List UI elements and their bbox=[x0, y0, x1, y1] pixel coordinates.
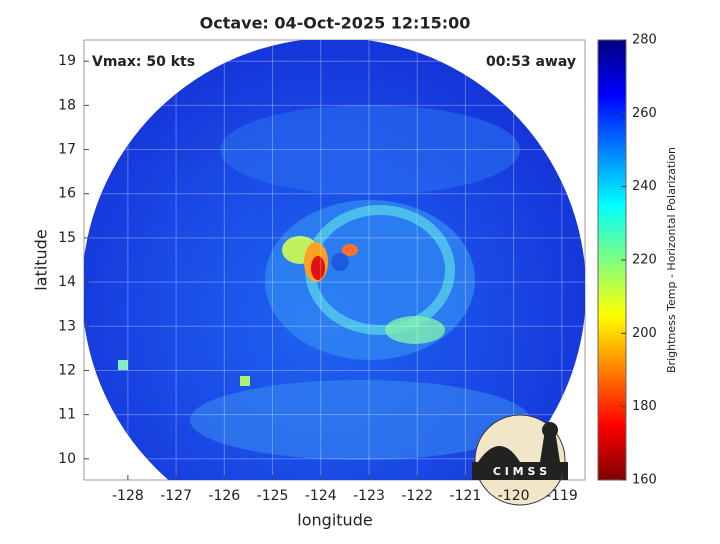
x-tick-label: -119 bbox=[546, 488, 578, 504]
colorbar-label: Brightness Temp - Horizontal Polarizatio… bbox=[665, 147, 678, 373]
band bbox=[118, 360, 128, 370]
eye bbox=[331, 253, 349, 271]
chart-title: Octave: 04-Oct-2025 12:15:00 bbox=[200, 14, 471, 33]
x-tick-label: -124 bbox=[305, 488, 337, 504]
colorbar-tick-label: 160 bbox=[632, 473, 657, 488]
colorbar-tick-label: 200 bbox=[632, 326, 657, 341]
band bbox=[385, 316, 445, 344]
band bbox=[240, 376, 250, 386]
annotation: 00:53 away bbox=[486, 54, 576, 70]
x-tick-label: -128 bbox=[112, 488, 144, 504]
colorbar-tick-label: 280 bbox=[632, 33, 657, 48]
band bbox=[190, 380, 530, 460]
colorbar-tick-label: 260 bbox=[632, 106, 657, 121]
image bbox=[84, 40, 585, 480]
y-tick-label: 19 bbox=[58, 53, 76, 69]
y-axis-label: latitude bbox=[32, 229, 51, 290]
x-tick-label: -126 bbox=[208, 488, 240, 504]
band bbox=[311, 256, 325, 280]
y-tick-label: 17 bbox=[58, 142, 76, 158]
x-axis-label: longitude bbox=[297, 511, 372, 530]
x-tick-label: -123 bbox=[353, 488, 385, 504]
y-tick-label: 18 bbox=[58, 97, 76, 113]
y-tick-label: 10 bbox=[58, 451, 76, 467]
y-tick-label: 16 bbox=[58, 186, 76, 202]
x-tick-label: -121 bbox=[450, 488, 482, 504]
x-tick-label: -127 bbox=[160, 488, 192, 504]
y-tick-label: 15 bbox=[58, 230, 76, 246]
annotation: Vmax: 50 kts bbox=[92, 54, 195, 70]
colorbar-tick-label: 180 bbox=[632, 399, 657, 414]
band bbox=[265, 200, 475, 360]
logo: C I M S S bbox=[472, 414, 568, 506]
colorbar-tick-label: 220 bbox=[632, 253, 657, 268]
grid bbox=[84, 40, 585, 480]
colorbar-tick-label: 240 bbox=[632, 179, 657, 194]
x-tick-label: -120 bbox=[498, 488, 530, 504]
band bbox=[220, 105, 520, 195]
y-tick-label: 12 bbox=[58, 362, 76, 378]
x-tick-label: -122 bbox=[401, 488, 433, 504]
y-tick-label: 14 bbox=[58, 274, 76, 290]
x-tick-label: -125 bbox=[257, 488, 289, 504]
band bbox=[342, 244, 358, 256]
y-tick-label: 11 bbox=[58, 407, 76, 423]
y-tick-label: 13 bbox=[58, 318, 76, 334]
logo-text: C I M S S bbox=[493, 465, 547, 478]
